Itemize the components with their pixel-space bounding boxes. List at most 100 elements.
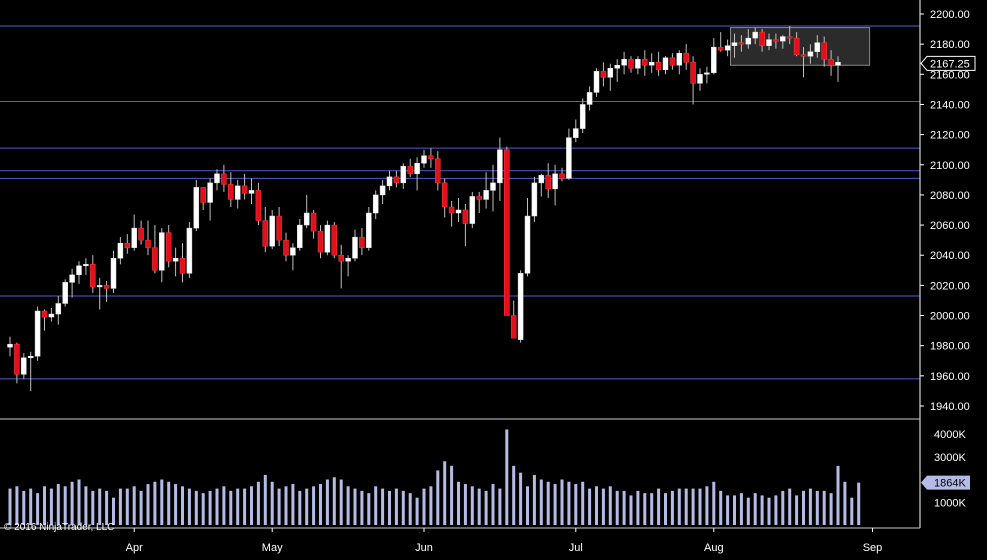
candle-body	[345, 257, 351, 262]
x-tick-label: Aug	[704, 542, 724, 554]
volume-bar	[77, 479, 81, 525]
candle-body	[759, 31, 765, 46]
candle-body	[676, 52, 683, 66]
candle-body	[48, 313, 55, 318]
candle-body	[662, 57, 669, 71]
volume-bar	[125, 488, 129, 525]
candle-body	[124, 242, 131, 248]
x-tick-label: May	[262, 542, 283, 554]
candle-body	[545, 175, 551, 190]
volume-bar	[698, 488, 702, 525]
volume-bar	[470, 486, 474, 525]
volume-bar	[719, 490, 723, 525]
volume-bars	[8, 429, 861, 525]
candle-body	[835, 61, 841, 66]
volume-bar	[539, 479, 543, 525]
last-volume-label: 1864K	[934, 478, 966, 490]
volume-bar	[857, 482, 861, 525]
candle-body	[441, 182, 448, 208]
candle-body	[607, 68, 614, 78]
y-tick-label: 2100.00	[930, 160, 970, 172]
candle-body	[83, 264, 89, 267]
watermark: © 2016 NinjaTrader, LLC	[4, 522, 114, 533]
candle-body	[593, 71, 600, 93]
candle-body	[483, 190, 489, 200]
candle-body	[69, 274, 75, 283]
candle-body	[172, 257, 179, 262]
candle-body	[793, 37, 800, 55]
volume-bar	[733, 495, 736, 525]
candle-body	[800, 54, 807, 57]
candle-body	[393, 176, 400, 184]
volume-bar	[284, 486, 288, 525]
volume-bar	[22, 490, 26, 525]
candle-body	[469, 196, 476, 224]
candle-body	[331, 224, 338, 256]
candle-body	[600, 71, 607, 78]
candle-body	[538, 175, 545, 184]
candle-body	[366, 212, 372, 248]
candle-body	[524, 215, 531, 274]
volume-bar	[615, 490, 619, 525]
volume-bar	[388, 490, 391, 525]
candle-body	[103, 285, 110, 289]
candle-body	[414, 163, 420, 175]
volume-bar	[781, 490, 785, 525]
y-tick-label: 2140.00	[930, 99, 970, 111]
volume-bar	[739, 493, 743, 525]
candle-body	[628, 58, 634, 69]
volume-tick-label: 3000K	[934, 452, 966, 464]
volume-bar	[657, 488, 661, 525]
candle-body	[352, 236, 358, 259]
volume-bar	[505, 429, 509, 525]
volume-tick-label: 1000K	[934, 497, 966, 509]
volume-bar	[574, 484, 578, 525]
volume-bar	[367, 493, 371, 525]
volume-bar	[277, 488, 281, 525]
candle-body	[807, 51, 814, 57]
candle-body	[421, 155, 427, 164]
volume-bar	[63, 486, 67, 525]
y-tick-label: 2020.00	[930, 280, 970, 292]
candle-body	[317, 230, 324, 253]
candle-body	[152, 247, 158, 271]
volume-bar	[760, 495, 764, 525]
volume-bar	[256, 481, 260, 525]
volume-bar	[187, 488, 191, 525]
volume-bar	[712, 481, 716, 525]
volume-bar	[243, 488, 247, 525]
candle-body	[435, 158, 441, 184]
volume-bar	[291, 484, 295, 525]
y-tick-label: 2180.00	[930, 39, 970, 51]
candle-body	[55, 303, 62, 315]
candle-body	[697, 74, 703, 84]
y-tick-label: 1960.00	[930, 371, 970, 383]
candle-body	[41, 310, 48, 318]
volume-bar	[477, 488, 481, 525]
x-tick-label: Sep	[863, 542, 883, 554]
candle-body	[559, 173, 565, 179]
volume-bar	[394, 488, 398, 525]
volume-bar	[601, 488, 605, 525]
volume-bar	[746, 497, 750, 525]
volume-bar	[836, 465, 840, 525]
volume-bar	[270, 481, 274, 525]
volume-bar	[429, 486, 433, 525]
volume-bar	[174, 484, 178, 525]
volume-bar	[167, 481, 171, 525]
candle-body	[497, 149, 503, 184]
candle-body	[193, 187, 200, 229]
volume-bar	[553, 484, 557, 525]
volume-bar	[346, 486, 350, 525]
candle-body	[669, 57, 676, 66]
candle-body	[724, 45, 731, 51]
last-price-tag-shape	[920, 55, 976, 71]
candle-body	[200, 187, 206, 203]
y-tick-label: 2200.00	[930, 9, 970, 21]
candle-body	[738, 42, 745, 45]
volume-bar	[339, 479, 343, 525]
candle-body	[821, 42, 827, 60]
candle-body	[165, 232, 172, 262]
volume-bar	[222, 486, 226, 525]
